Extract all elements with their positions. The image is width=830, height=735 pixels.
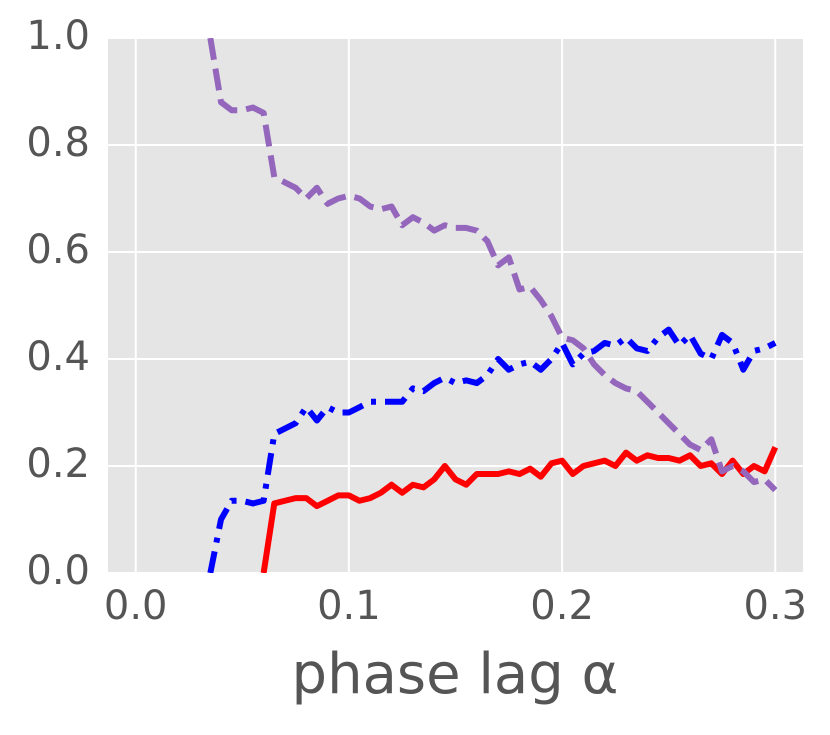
x-tick-label: 0.1 <box>317 583 381 629</box>
plot-area <box>108 38 803 573</box>
x-axis-label: phase lag α <box>292 642 619 707</box>
y-tick-label: 0.6 <box>26 227 90 273</box>
x-tick-label: 0.0 <box>104 583 168 629</box>
y-tick-label: 0.8 <box>26 120 90 166</box>
y-tick-label: 0.0 <box>26 548 90 594</box>
y-tick-label: 0.2 <box>26 441 90 487</box>
series-line <box>207 38 778 493</box>
x-tick-label: 0.2 <box>530 583 594 629</box>
x-tick-label: 0.3 <box>743 583 807 629</box>
y-tick-label: 0.4 <box>26 334 90 380</box>
y-tick-label: 1.0 <box>26 13 90 59</box>
series-line <box>260 446 779 573</box>
